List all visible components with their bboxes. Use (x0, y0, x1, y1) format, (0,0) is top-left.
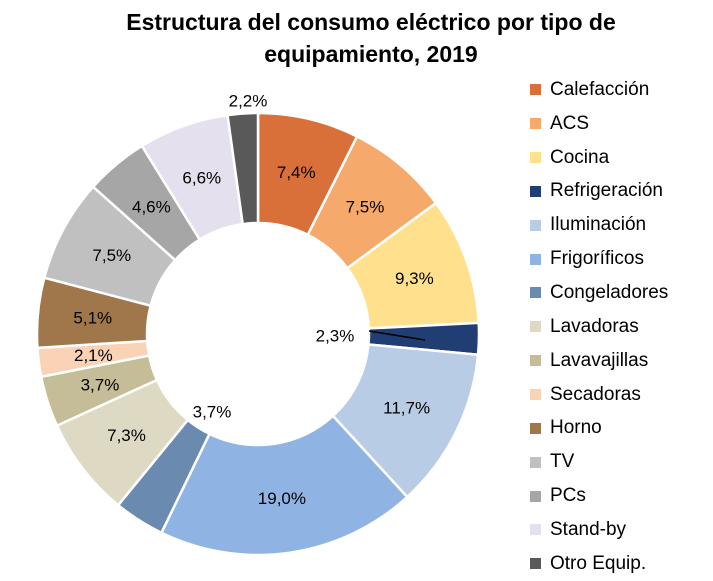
legend-swatch (530, 524, 541, 536)
legend-swatch (530, 490, 541, 502)
legend-label: PCs (550, 485, 586, 507)
legend-item: Secadoras (530, 378, 668, 412)
legend-swatch (530, 456, 541, 468)
legend-item: TV (530, 445, 668, 479)
legend-label: Calefacción (550, 78, 650, 100)
data-label-5: 19,0% (258, 489, 306, 508)
legend-label: Iluminación (550, 214, 647, 236)
legend-swatch (530, 253, 541, 265)
legend-item: Congeladores (530, 276, 668, 310)
data-label-9: 2,1% (74, 346, 113, 365)
legend-item: ACS (530, 107, 668, 141)
legend-item: Lavadoras (530, 310, 668, 344)
chart-title-line-2: equipamiento, 2019 (264, 41, 478, 67)
legend-item: Refrigeración (530, 175, 668, 209)
legend-item: Otro Equip. (530, 547, 668, 581)
legend-item: Lavavajillas (530, 344, 668, 378)
data-label-14: 2,2% (229, 92, 268, 111)
data-label-3: 2,3% (316, 327, 355, 346)
legend-item: Cocina (530, 141, 668, 175)
legend-item: Frigoríficos (530, 242, 668, 276)
legend-item: Iluminación (530, 208, 668, 242)
legend-swatch (530, 321, 541, 333)
legend-item: Horno (530, 411, 668, 445)
legend-swatch (530, 152, 541, 164)
legend-label: Otro Equip. (550, 552, 647, 574)
data-label-7: 7,3% (107, 426, 146, 445)
legend-swatch (530, 355, 541, 367)
data-label-1: 7,5% (346, 198, 385, 217)
chart-title: Estructura del consumo eléctrico por tip… (0, 6, 713, 70)
leader-line-3 (368, 330, 426, 341)
chart-title-line-1: Estructura del consumo eléctrico por tip… (126, 9, 616, 35)
data-label-11: 7,5% (92, 246, 131, 265)
legend-swatch (530, 389, 541, 401)
data-label-0: 7,4% (277, 163, 316, 182)
legend: Calefacción ACS Cocina Refrigeración Ilumina… (530, 73, 668, 581)
legend-label: Congeladores (550, 281, 669, 303)
legend-swatch (530, 84, 541, 96)
legend-label: Cocina (550, 146, 610, 168)
legend-swatch (530, 287, 541, 299)
legend-label: ACS (550, 112, 590, 134)
data-label-12: 4,6% (132, 197, 171, 216)
legend-swatch (530, 558, 541, 570)
legend-label: Stand-by (550, 518, 627, 540)
data-label-8: 3,7% (81, 375, 120, 394)
data-label-2: 9,3% (395, 269, 434, 288)
legend-item: Calefacción (530, 73, 668, 107)
legend-item: PCs (530, 479, 668, 513)
legend-label: TV (550, 451, 575, 473)
legend-swatch (530, 219, 541, 231)
data-label-4: 11,7% (383, 398, 430, 417)
legend-label: Refrigeración (550, 180, 663, 202)
legend-label: Lavadoras (550, 315, 639, 337)
slice-frigoríficos (159, 414, 410, 557)
data-label-13: 6,6% (182, 168, 221, 187)
legend-label: Lavavajillas (550, 349, 649, 371)
legend-item: Stand-by (530, 513, 668, 547)
legend-swatch (530, 422, 541, 434)
legend-swatch (530, 118, 541, 130)
data-label-10: 5,1% (73, 308, 112, 327)
legend-label: Secadoras (550, 383, 641, 405)
legend-swatch (530, 185, 541, 197)
slice-otro-equip (226, 111, 260, 226)
legend-label: Horno (550, 417, 602, 439)
data-label-6: 3,7% (193, 403, 232, 422)
legend-label: Frigoríficos (550, 248, 644, 270)
